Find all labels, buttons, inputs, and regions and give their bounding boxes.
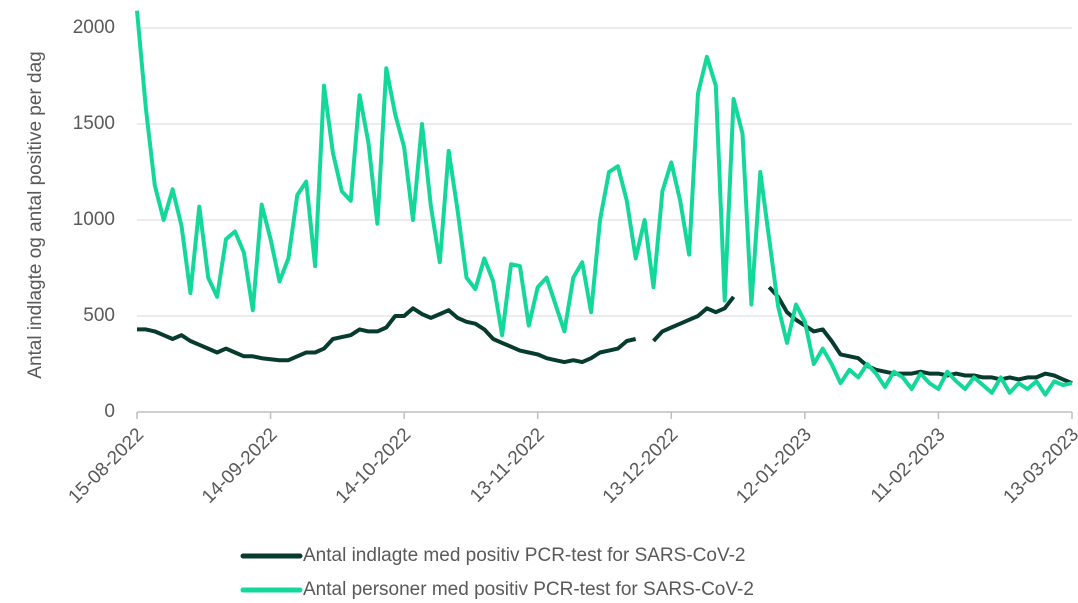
- legend-label: Antal personer med positiv PCR-test for …: [303, 579, 754, 600]
- x-tick-label: 13-03-2023: [999, 424, 1078, 508]
- series-line: [137, 285, 1073, 386]
- y-axis-label: Antal indlagte og antal positive per dag: [25, 51, 46, 378]
- legend-label: Antal indlagte med positiv PCR-test for …: [303, 545, 745, 566]
- x-tick-label: 13-11-2022: [466, 424, 549, 507]
- x-tick-label: 14-10-2022: [332, 424, 416, 508]
- x-tick-label: 11-02-2023: [867, 424, 950, 507]
- y-tick-label: 500: [83, 305, 115, 326]
- x-tick-label: 13-12-2022: [599, 424, 683, 508]
- x-tick-label: 14-09-2022: [198, 424, 282, 508]
- series-line: [135, 10, 1073, 397]
- y-tick-label: 1000: [73, 209, 115, 230]
- x-tick-label: 15-08-2022: [64, 424, 148, 508]
- y-tick-label: 1500: [73, 113, 115, 134]
- y-tick-label: 2000: [73, 17, 115, 38]
- y-tick-label: 0: [104, 401, 115, 422]
- x-tick-label: 12-01-2023: [732, 424, 816, 508]
